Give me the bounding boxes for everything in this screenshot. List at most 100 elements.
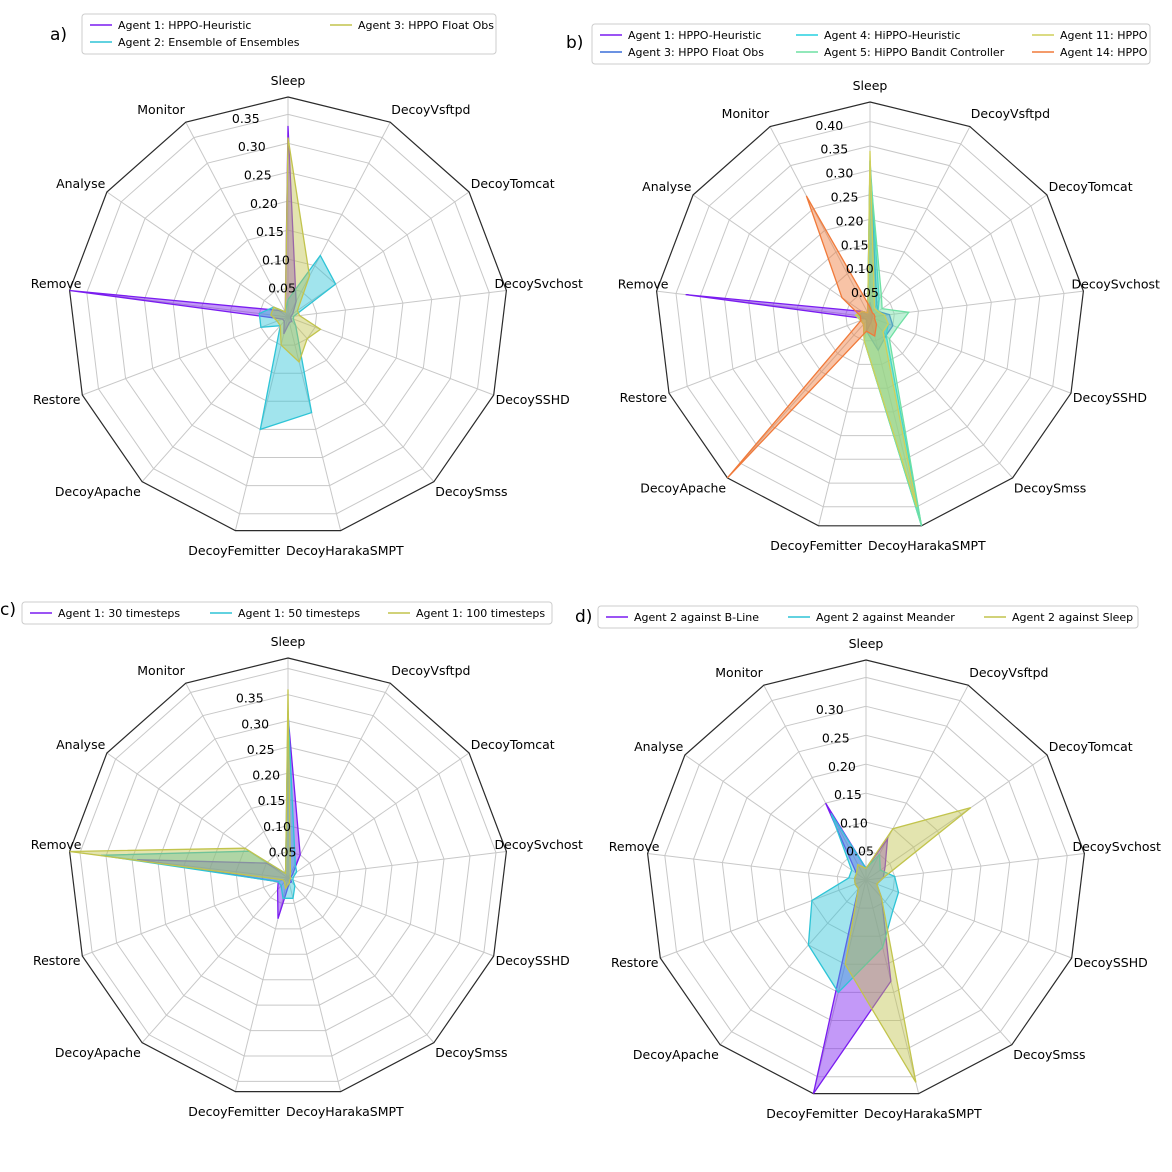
grid-ring	[86, 113, 490, 515]
axis-label: DecoyTomcat	[471, 737, 555, 752]
tick-label: 0.15	[256, 224, 284, 239]
axis-spoke	[287, 877, 435, 1044]
axis-spoke	[141, 316, 289, 483]
axis-label: DecoyApache	[55, 1045, 141, 1060]
legend-entry: Agent 1: 50 timesteps	[238, 607, 360, 620]
axis-spoke	[185, 682, 289, 879]
series-polygon	[807, 813, 900, 994]
grid-ring	[183, 772, 393, 981]
axis-label: DecoyFemitter	[766, 1106, 859, 1121]
axis-label: Monitor	[715, 665, 763, 680]
legend-entry: Agent 1: HPPO-Heuristic	[118, 19, 251, 32]
axis-spoke	[869, 290, 1084, 318]
tick-label: 0.10	[262, 252, 290, 267]
axis-spoke	[869, 126, 971, 318]
axis-label: DecoyApache	[633, 1047, 719, 1062]
axis-label: Restore	[620, 390, 668, 405]
grid-ring	[258, 287, 318, 346]
axis-label: DecoySvchost	[1072, 277, 1161, 292]
tick-label: 0.25	[247, 742, 275, 757]
legend: Agent 1: HPPO-Heuristic Agent 2: Ensemble…	[81, 13, 497, 55]
series-polygon	[854, 150, 918, 507]
axis-spoke	[769, 126, 871, 318]
axis-spoke	[692, 194, 871, 318]
tick-label: 0.20	[836, 213, 864, 228]
tick-label: 0.10	[840, 815, 868, 830]
tick-label: 0.30	[816, 702, 844, 717]
axis-spoke	[287, 289, 507, 318]
grid-ring	[131, 720, 445, 1032]
axis-label: Remove	[609, 839, 660, 854]
legend-entry: Agent 2 against B-Line	[634, 611, 759, 624]
axis-label: DecoyHarakaSMPT	[286, 1104, 404, 1119]
grid-ring	[143, 171, 433, 458]
tick-label: 0.15	[258, 793, 286, 808]
legend-frame	[591, 23, 1151, 65]
grid-ring	[675, 120, 1065, 508]
grid-ring	[201, 229, 375, 402]
grid-ring	[115, 142, 461, 487]
panel-label: d)	[575, 607, 592, 627]
axis-spoke	[287, 316, 435, 483]
axis-spoke	[865, 754, 1048, 881]
outer-frame	[646, 659, 1086, 1095]
panel-label: c)	[0, 600, 16, 620]
grid-ring	[664, 676, 1068, 1078]
axis-label: Analyse	[634, 739, 684, 754]
tick-label: 0.30	[238, 139, 266, 154]
axis-spoke	[865, 879, 920, 1094]
axis-spoke	[287, 191, 470, 318]
axis-spoke	[869, 316, 922, 526]
grid-ring	[209, 798, 367, 955]
axis-label: DecoyVsftpd	[971, 106, 1050, 121]
legend-entry: Agent 1: 100 timesteps	[416, 607, 545, 620]
legend-entry: Agent 3: HPPO Float Obs	[628, 46, 764, 59]
grid-ring	[105, 694, 471, 1057]
tick-label: 0.10	[263, 819, 291, 834]
tick-label: 0.05	[269, 844, 297, 859]
tick-label: 0.20	[828, 759, 856, 774]
axis-label: DecoySSHD	[1073, 390, 1147, 405]
axis-spoke	[865, 879, 1013, 1046]
tick-label: 0.30	[825, 166, 853, 181]
axis-label: DecoyVsftpd	[969, 665, 1048, 680]
axis-label: DecoyTomcat	[471, 176, 555, 191]
legend-frame	[597, 605, 1139, 629]
axis-spoke	[865, 852, 1085, 881]
tick-label: 0.25	[831, 190, 859, 205]
legend: Agent 2 against B-Line Agent 2 against Me…	[597, 605, 1139, 629]
axis-spoke	[869, 316, 1013, 479]
axis-label: DecoySmss	[1013, 1047, 1085, 1062]
axis-spoke	[287, 316, 494, 396]
series-polygon	[69, 689, 292, 890]
legend-entry: Agent 1: HPPO-Heuristic	[628, 29, 761, 42]
series-polygon	[137, 715, 301, 919]
axis-label: DecoyApache	[640, 480, 726, 495]
axis-label: Sleep	[849, 636, 884, 651]
axis-label: Restore	[33, 953, 81, 968]
radar-panel-a: a) 0.05 0.10 0.15 0.20 0.25 0.30 0.35 Sleep Decoy…	[31, 13, 583, 558]
axis-label: DecoyApache	[55, 484, 141, 499]
axis-label: Analyse	[56, 176, 106, 191]
axis-spoke	[668, 316, 871, 394]
axis-spoke	[763, 684, 867, 881]
tick-label: 0.10	[846, 261, 874, 276]
series-polygon	[685, 293, 874, 332]
tick-label: 0.40	[815, 118, 843, 133]
legend-entry: Agent 14: HPPO	[1060, 46, 1148, 59]
tick-label: 0.15	[834, 787, 862, 802]
axis-spoke	[287, 877, 494, 957]
tick-label: 0.20	[250, 196, 278, 211]
panel-label: b)	[566, 33, 583, 53]
legend: Agent 1: HPPO-Heuristic Agent 3: HPPO Flo…	[591, 23, 1151, 65]
axis-label: DecoyTomcat	[1049, 739, 1133, 754]
axis-label: DecoySSHD	[496, 953, 570, 968]
axis-spoke	[865, 684, 969, 881]
axis-label: DecoySmss	[1014, 480, 1086, 495]
axis-spoke	[287, 316, 342, 531]
axis-label: Monitor	[137, 102, 185, 117]
tick-label: 0.15	[841, 237, 869, 252]
axis-spoke	[727, 316, 871, 479]
axis-spoke	[869, 194, 1048, 318]
axis-label: DecoyVsftpd	[391, 102, 470, 117]
